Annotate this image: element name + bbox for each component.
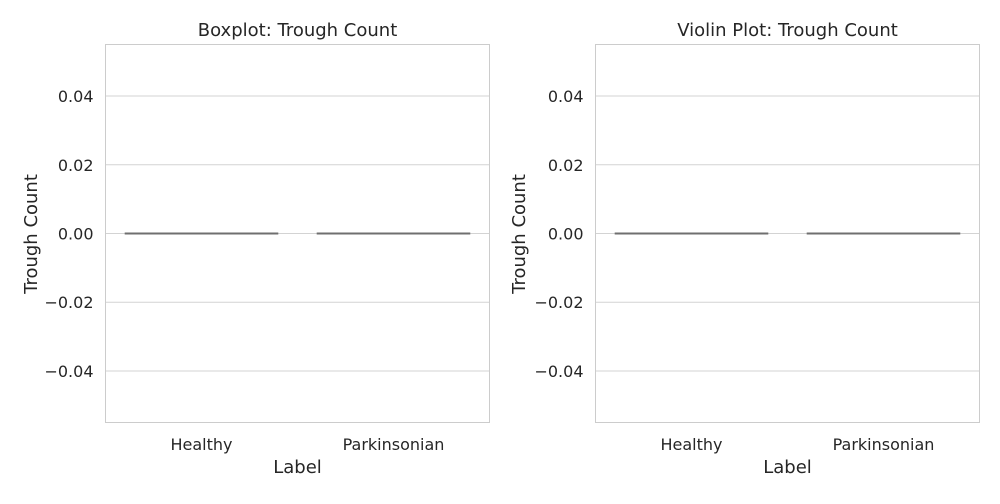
boxplot-title: Boxplot: Trough Count xyxy=(198,20,398,41)
boxplot-x-axis-label: Label xyxy=(273,457,322,478)
violin-plot-frame xyxy=(595,44,980,423)
boxplot-y-tick-label: 0.04 xyxy=(58,87,94,106)
violin-x-tick-label: Healthy xyxy=(660,435,722,454)
violin-y-tick-label: 0.00 xyxy=(548,225,584,244)
violin-x-axis-label: Label xyxy=(763,457,812,478)
violin-y-tick-label: −0.04 xyxy=(534,362,583,381)
boxplot-plot-frame xyxy=(105,44,490,423)
violin-y-tick-label: 0.04 xyxy=(548,87,584,106)
boxplot-x-tick-label: Healthy xyxy=(170,435,232,454)
violin-y-tick-label: 0.02 xyxy=(548,156,584,175)
boxplot-y-ticks: 0.04 0.02 0.00 −0.02 −0.04 xyxy=(44,87,93,381)
boxplot-y-tick-label: 0.00 xyxy=(58,225,94,244)
violin-chart: 0.04 0.02 0.00 −0.02 −0.04 Healthy Parkinsoni… xyxy=(509,20,980,478)
violin-y-ticks: 0.04 0.02 0.00 −0.02 −0.04 xyxy=(534,87,583,381)
violin-y-axis-label: Trough Count xyxy=(509,174,530,295)
violin-x-tick-label: Parkinsonian xyxy=(833,435,935,454)
boxplot-y-tick-label: −0.04 xyxy=(44,362,93,381)
boxplot-chart: 0.04 0.02 0.00 −0.02 −0.04 Healthy Parkinsoni… xyxy=(21,20,490,478)
boxplot-x-tick-label: Parkinsonian xyxy=(343,435,445,454)
violin-x-ticks: Healthy Parkinsonian xyxy=(660,435,934,454)
violin-title: Violin Plot: Trough Count xyxy=(677,20,898,41)
boxplot-y-axis-label: Trough Count xyxy=(21,174,42,295)
boxplot-y-tick-label: −0.02 xyxy=(44,293,93,312)
boxplot-x-ticks: Healthy Parkinsonian xyxy=(170,435,444,454)
violin-y-tick-label: −0.02 xyxy=(534,293,583,312)
boxplot-y-tick-label: 0.02 xyxy=(58,156,94,175)
